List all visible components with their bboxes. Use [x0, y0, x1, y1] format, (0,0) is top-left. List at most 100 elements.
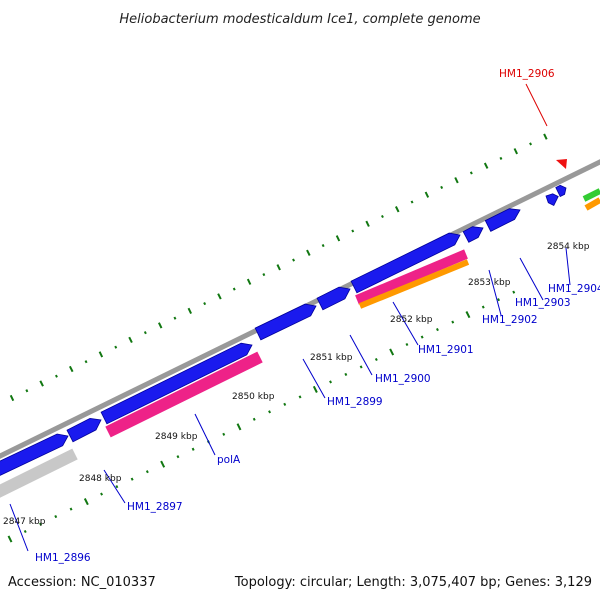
- tick-mark: [283, 402, 287, 406]
- gene-label[interactable]: HM1_2896: [35, 552, 91, 564]
- gene-label[interactable]: HM1_2901: [418, 344, 474, 356]
- gene-feature: [0, 433, 69, 476]
- tick-mark: [262, 273, 266, 277]
- tick-mark: [469, 171, 473, 175]
- label-leader-line: [194, 413, 216, 456]
- tick-mark: [160, 460, 166, 468]
- label-leader-line: [525, 83, 548, 127]
- tick-mark: [25, 389, 29, 393]
- tick-mark: [483, 162, 489, 169]
- tick-mark: [236, 423, 242, 431]
- kbp-label: 2852 kbp: [390, 315, 433, 325]
- tick-mark: [465, 311, 471, 319]
- tick-mark: [365, 220, 370, 227]
- tick-mark: [173, 316, 177, 320]
- tick-mark: [405, 342, 409, 347]
- tick-mark: [344, 372, 348, 377]
- tick-mark: [217, 293, 222, 300]
- tick-mark: [298, 395, 302, 399]
- label-leader-line: [565, 247, 571, 286]
- gene-label[interactable]: HM1_2902: [482, 314, 538, 326]
- gene-label[interactable]: HM1_2906: [499, 68, 555, 80]
- tick-mark: [69, 507, 73, 511]
- gene-label[interactable]: HM1_2897: [127, 501, 183, 513]
- gene-label[interactable]: polA: [217, 454, 241, 466]
- tick-mark: [83, 498, 89, 506]
- tick-mark: [374, 357, 378, 362]
- kbp-label: 2848 kbp: [79, 474, 122, 484]
- tick-mark: [252, 417, 256, 421]
- gene-feature: [0, 448, 78, 498]
- tick-mark: [84, 360, 88, 364]
- gene-feature: [484, 208, 521, 232]
- tick-mark: [23, 529, 27, 534]
- gene-feature: [582, 188, 600, 202]
- gene-feature: [555, 184, 567, 198]
- tick-mark: [246, 278, 252, 285]
- tick-mark: [395, 206, 400, 213]
- genome-summary-text: Topology: circular; Length: 3,075,407 bp…: [234, 575, 592, 590]
- label-leader-line: [302, 358, 326, 399]
- tick-mark: [114, 345, 118, 349]
- tick-mark: [191, 447, 195, 451]
- gene-feature: [350, 232, 461, 294]
- tick-mark: [203, 302, 207, 306]
- label-leader-line: [103, 469, 126, 504]
- label-leader-line: [488, 269, 502, 316]
- tick-mark: [306, 249, 311, 256]
- tick-mark: [268, 410, 272, 414]
- kbp-label: 2851 kbp: [310, 353, 353, 363]
- label-leaders: [9, 83, 571, 552]
- kbp-label: 2850 kbp: [232, 392, 275, 402]
- gene-labels: HM1_2896 HM1_2897 polA HM1_2899 HM1_2900…: [35, 68, 600, 564]
- tick-mark: [55, 374, 58, 378]
- gene-feature: [584, 197, 600, 211]
- tick-mark: [9, 394, 15, 402]
- gene-feature: [358, 259, 470, 309]
- tick-mark: [335, 235, 341, 242]
- tick-mark: [497, 298, 501, 302]
- tick-mark: [389, 348, 395, 356]
- gene-label[interactable]: HM1_2903: [515, 297, 571, 309]
- map-title: Heliobacterium modesticaldum Ice1, compl…: [119, 12, 480, 27]
- kbp-label: 2849 kbp: [155, 432, 198, 442]
- tick-mark: [359, 365, 363, 369]
- tick-mark: [176, 455, 180, 459]
- gene-feature: [105, 351, 263, 438]
- tick-mark: [100, 492, 103, 496]
- tick-mark: [499, 156, 503, 160]
- tick-mark: [543, 133, 548, 140]
- tick-mark: [128, 336, 133, 344]
- tick-mark: [454, 177, 459, 184]
- tick-mark: [329, 380, 332, 384]
- tick-mark: [276, 264, 281, 271]
- gene-label[interactable]: HM1_2904: [548, 283, 600, 295]
- gene-feature: [100, 342, 253, 425]
- tick-mark: [513, 148, 519, 155]
- tick-mark: [312, 385, 318, 393]
- kbp-label: 2853 kbp: [468, 278, 511, 288]
- gene-marker: [556, 159, 567, 169]
- gene-label[interactable]: HM1_2900: [375, 373, 431, 385]
- label-leader-line: [392, 301, 419, 346]
- inner-tick-ring: [7, 290, 516, 543]
- tick-mark: [292, 258, 296, 262]
- gene-label[interactable]: HM1_2899: [327, 396, 383, 408]
- tick-mark: [424, 191, 430, 198]
- tick-mark: [410, 200, 414, 204]
- tick-mark: [222, 432, 226, 436]
- tick-mark: [98, 351, 104, 358]
- gene-feature: [254, 303, 317, 341]
- tick-mark: [420, 335, 424, 339]
- tick-mark: [7, 535, 13, 543]
- feature-track: [0, 159, 600, 498]
- tick-mark: [39, 380, 44, 387]
- label-leader-line: [349, 334, 373, 376]
- tick-mark: [157, 322, 163, 329]
- tick-mark: [232, 287, 236, 291]
- gene-feature: [462, 226, 484, 243]
- tick-mark: [529, 142, 532, 146]
- label-leader-line: [519, 257, 544, 301]
- tick-mark: [351, 229, 355, 233]
